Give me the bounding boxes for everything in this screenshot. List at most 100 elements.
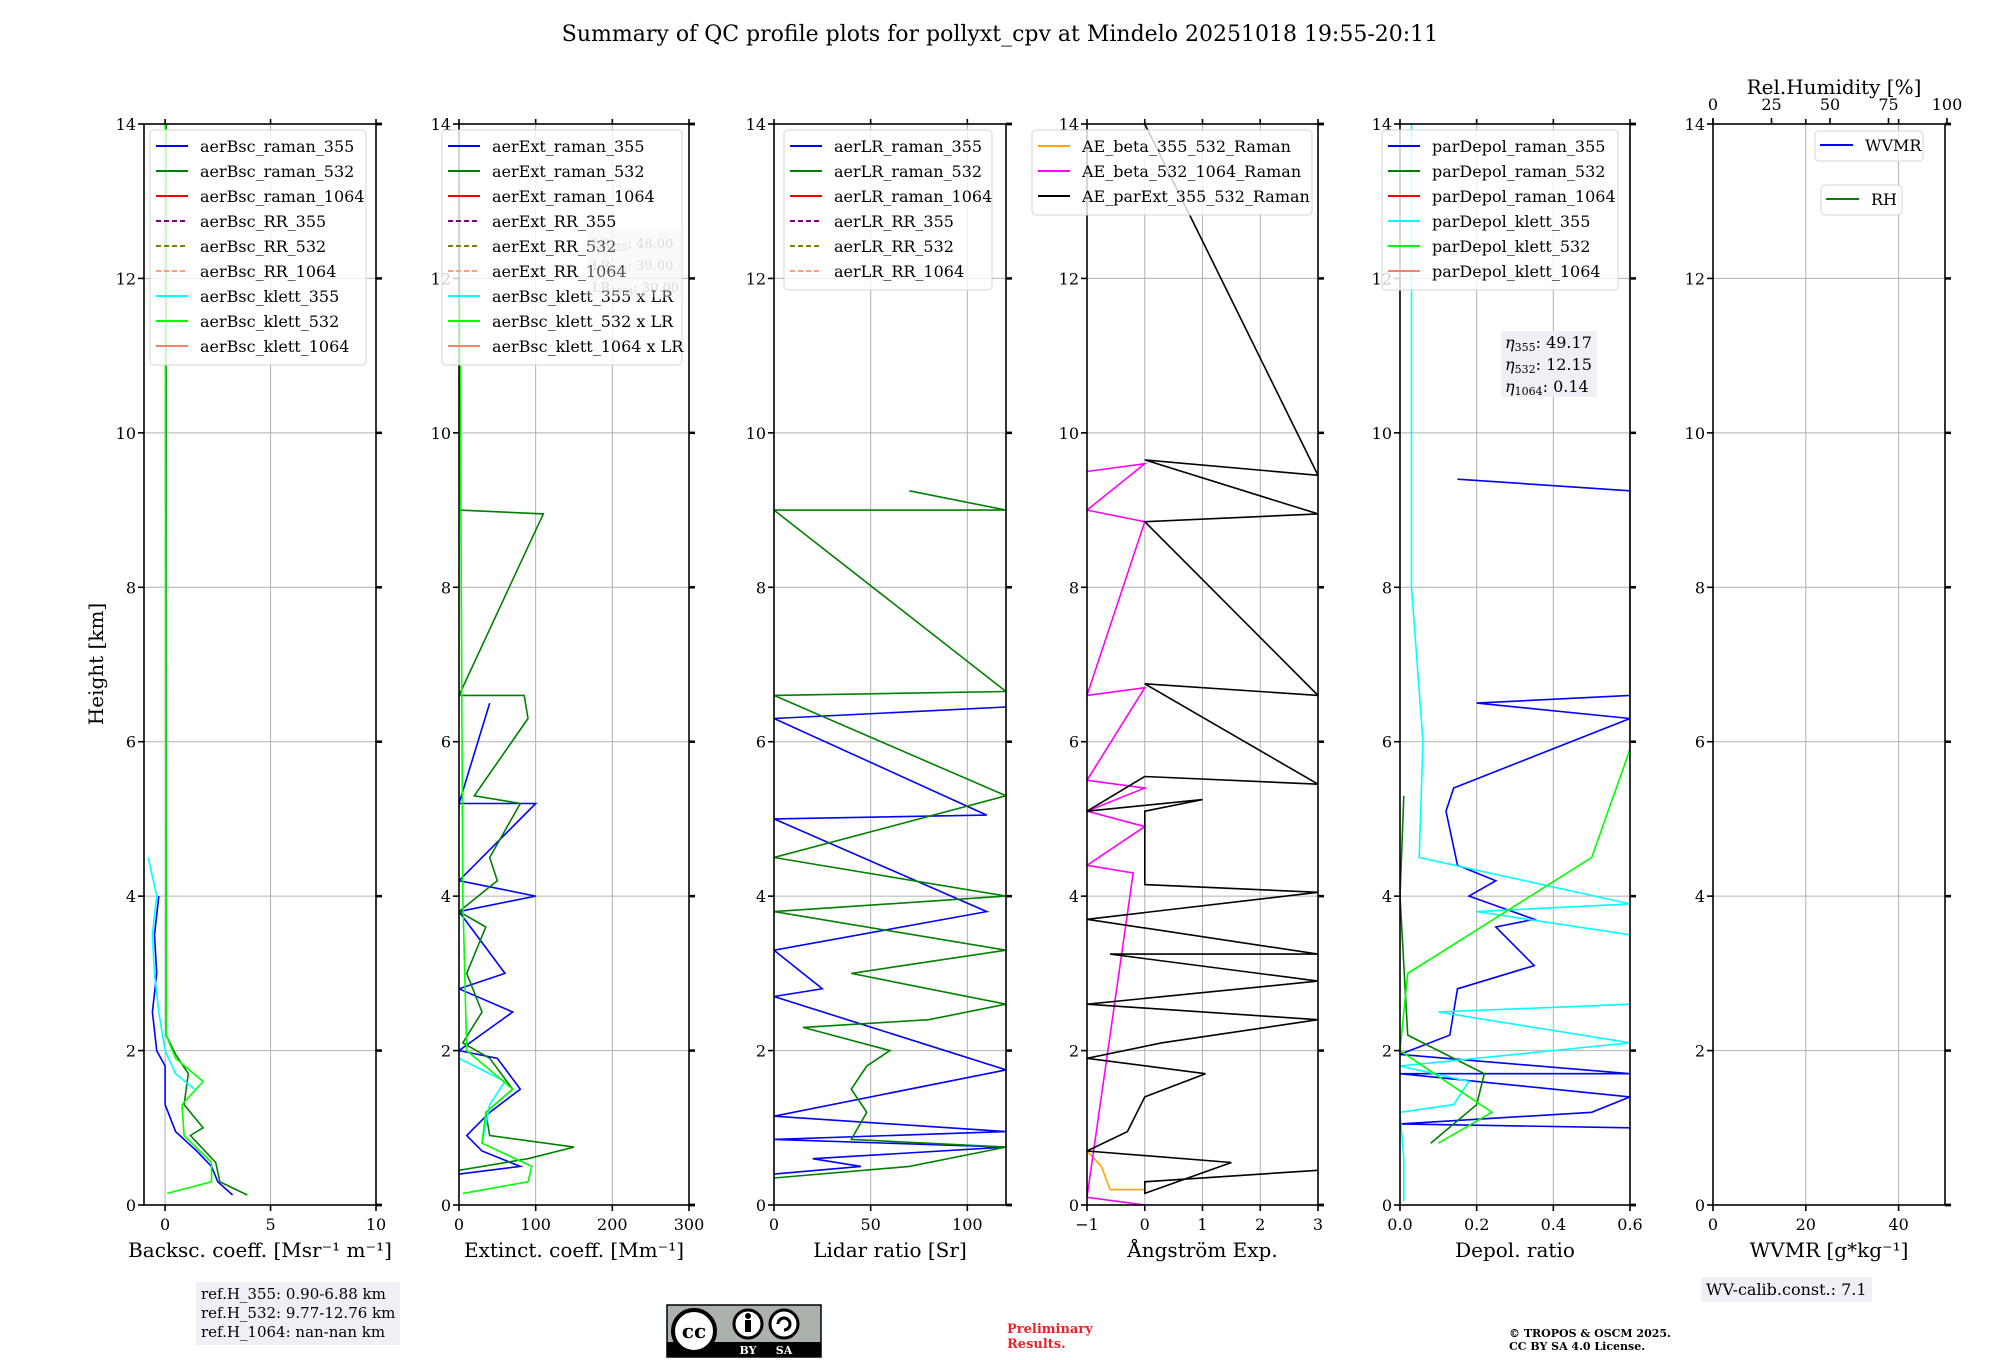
legend-label: aerBsc_RR_355 bbox=[200, 212, 326, 231]
y-tick-label: 8 bbox=[756, 578, 766, 597]
legend-label: aerLR_RR_355 bbox=[834, 212, 954, 231]
panel-water-vapor: 0 20 40 0 2 4 6 8 10 12 14 WVMR [g*kg⁻¹] 0 25 50 75 100 R… bbox=[1685, 75, 1963, 1262]
by-label: BY bbox=[740, 1344, 757, 1357]
series-AE_parExt_355_532_Raman bbox=[1087, 124, 1318, 1195]
series-aerBsc_klett_532 x LR bbox=[459, 124, 533, 1195]
y-tick-label: 12 bbox=[1685, 269, 1705, 288]
legend-label: aerBsc_RR_532 bbox=[200, 237, 326, 256]
y-tick-label: 4 bbox=[441, 887, 451, 906]
legend bbox=[1820, 184, 1903, 216]
x-tick-label: 10 bbox=[366, 1215, 386, 1234]
y-tick-label: 10 bbox=[746, 424, 766, 443]
sa-icon bbox=[768, 1308, 800, 1340]
series-aerBsc_raman_355 bbox=[151, 896, 234, 1196]
y-tick-label: 10 bbox=[431, 424, 451, 443]
y-tick-label: 4 bbox=[126, 887, 136, 906]
y-tick-label: 4 bbox=[1069, 887, 1079, 906]
preliminary-notice: Preliminary Results. bbox=[1007, 1322, 1093, 1352]
y-tick-label: 14 bbox=[431, 115, 451, 134]
legend-label: aerBsc_klett_532 bbox=[200, 312, 339, 331]
x-tick-label: 0.4 bbox=[1541, 1215, 1566, 1234]
legend-label: aerLR_RR_1064 bbox=[834, 262, 964, 281]
y-tick-label: 0 bbox=[1382, 1196, 1392, 1215]
y-tick-label: 6 bbox=[126, 733, 136, 752]
series-AE_beta_532_1064_Raman bbox=[1087, 462, 1148, 1205]
legend-label: aerBsc_klett_355 x LR bbox=[492, 287, 674, 306]
legend-label: aerExt_RR_1064 bbox=[492, 262, 627, 281]
annotation-line: LR532: 39.00 bbox=[592, 259, 673, 276]
legend-label: aerLR_raman_1064 bbox=[834, 187, 992, 206]
y-tick-label: 0 bbox=[1069, 1196, 1079, 1215]
legend bbox=[1031, 129, 1313, 216]
legend-label: parDepol_raman_355 bbox=[1432, 137, 1605, 156]
legend-label: AE_beta_532_1064_Raman bbox=[1081, 162, 1301, 181]
x-axis-label: Ångström Exp. bbox=[1126, 1237, 1277, 1262]
x-tick-label: 0.2 bbox=[1464, 1215, 1489, 1234]
panel-depolarization: 0.00.20.40.602468101214Depol. ratioparDe… bbox=[1372, 115, 1643, 1262]
preliminary-line-2: Results. bbox=[1007, 1337, 1066, 1352]
x-tick-label: 0.6 bbox=[1617, 1215, 1642, 1234]
y-tick-label: 0 bbox=[756, 1196, 766, 1215]
series-aerBsc_klett_532 bbox=[164, 124, 213, 1195]
legend-label: WVMR bbox=[1865, 136, 1922, 155]
legend-label: parDepol_klett_532 bbox=[1432, 237, 1590, 256]
legend bbox=[783, 129, 993, 291]
x-tick-label: 0 bbox=[1708, 1215, 1718, 1234]
y-tick-label: 8 bbox=[1382, 578, 1392, 597]
annotation-line: η1064: 0.14 bbox=[1505, 377, 1589, 398]
legend-label: AE_beta_355_532_Raman bbox=[1081, 137, 1291, 156]
legend-label: parDepol_raman_532 bbox=[1432, 162, 1605, 181]
top-x-tick-label: 0 bbox=[1708, 95, 1718, 114]
annotation-line: LR1064: 30.00 bbox=[592, 281, 679, 298]
svg-text:cc: cc bbox=[682, 1319, 706, 1343]
panel-backscatter: 0 5 10 0 2 4 6 8 10 12 14 Backsc. coeff. [Msr⁻¹ m⁻¹… bbox=[116, 115, 392, 1262]
y-tick-label: 12 bbox=[1059, 269, 1079, 288]
legend-label: aerExt_RR_532 bbox=[492, 237, 616, 256]
top-x-tick-label: 50 bbox=[1820, 95, 1840, 114]
y-tick-label: 2 bbox=[126, 1042, 136, 1061]
x-tick-label: −1 bbox=[1075, 1215, 1099, 1234]
series-parDepol_raman_355 bbox=[1400, 478, 1630, 1129]
y-tick-label: 2 bbox=[441, 1042, 451, 1061]
ref-height-532: ref.H_532: 9.77-12.76 km bbox=[201, 1304, 396, 1322]
x-axis-label: Extinct. coeff. [Mm⁻¹] bbox=[464, 1238, 684, 1262]
ref-height-1064: ref.H_1064: nan-nan km bbox=[201, 1323, 386, 1341]
legend-label: aerBsc_klett_355 bbox=[200, 287, 339, 306]
y-tick-label: 6 bbox=[1069, 733, 1079, 752]
wv-calib-box: WV-calib.const.: 7.1 bbox=[1701, 1277, 1872, 1302]
ref-height-box: ref.H_355: 0.90-6.88 km ref.H_532: 9.77-… bbox=[196, 1282, 401, 1345]
series-aerBsc_klett_355 bbox=[147, 857, 196, 1090]
x-tick-label: 1 bbox=[1197, 1215, 1207, 1234]
legend-label: parDepol_klett_355 bbox=[1432, 212, 1590, 231]
series-aerLR_raman_532 bbox=[774, 490, 1006, 1179]
axes-frame bbox=[1399, 123, 1631, 1206]
top-x-tick-label: 75 bbox=[1878, 95, 1898, 114]
series-aerBsc_klett_355 x LR bbox=[459, 1057, 507, 1144]
legend-label: parDepol_klett_1064 bbox=[1432, 262, 1601, 281]
panel-lidar-ratio: 0 50 100 0 2 4 6 8 10 12 14 Lidar ratio [Sr] aerLR_r… bbox=[746, 115, 1012, 1262]
top-x-tick-label: 100 bbox=[1932, 95, 1963, 114]
y-tick-label: 4 bbox=[1382, 887, 1392, 906]
ref-height-355: ref.H_355: 0.90-6.88 km bbox=[201, 1285, 386, 1303]
y-tick-label: 0 bbox=[1695, 1196, 1705, 1215]
top-x-axis-label: Rel.Humidity [%] bbox=[1747, 75, 1922, 99]
y-tick-label: 10 bbox=[116, 424, 136, 443]
preliminary-line-1: Preliminary bbox=[1007, 1322, 1093, 1337]
x-axis-label: WVMR [g*kg⁻¹] bbox=[1750, 1238, 1909, 1262]
annotation-line: LR355: 48.00 bbox=[592, 237, 673, 254]
legend bbox=[1814, 130, 1924, 162]
y-tick-label: 14 bbox=[1685, 115, 1705, 134]
x-tick-label: 0 bbox=[160, 1215, 170, 1234]
y-tick-label: 10 bbox=[1059, 424, 1079, 443]
legend-label: RH bbox=[1871, 190, 1897, 209]
x-tick-label: 5 bbox=[265, 1215, 275, 1234]
y-tick-label: 6 bbox=[1695, 733, 1705, 752]
series-aerExt_raman_355 bbox=[459, 702, 538, 1175]
legend-label: aerExt_raman_532 bbox=[492, 162, 645, 181]
y-tick-label: 6 bbox=[1382, 733, 1392, 752]
x-tick-label: 300 bbox=[674, 1215, 705, 1234]
y-tick-label: 4 bbox=[1695, 887, 1705, 906]
wv-calib-text: WV-calib.const.: 7.1 bbox=[1706, 1280, 1867, 1299]
legend bbox=[441, 129, 683, 366]
